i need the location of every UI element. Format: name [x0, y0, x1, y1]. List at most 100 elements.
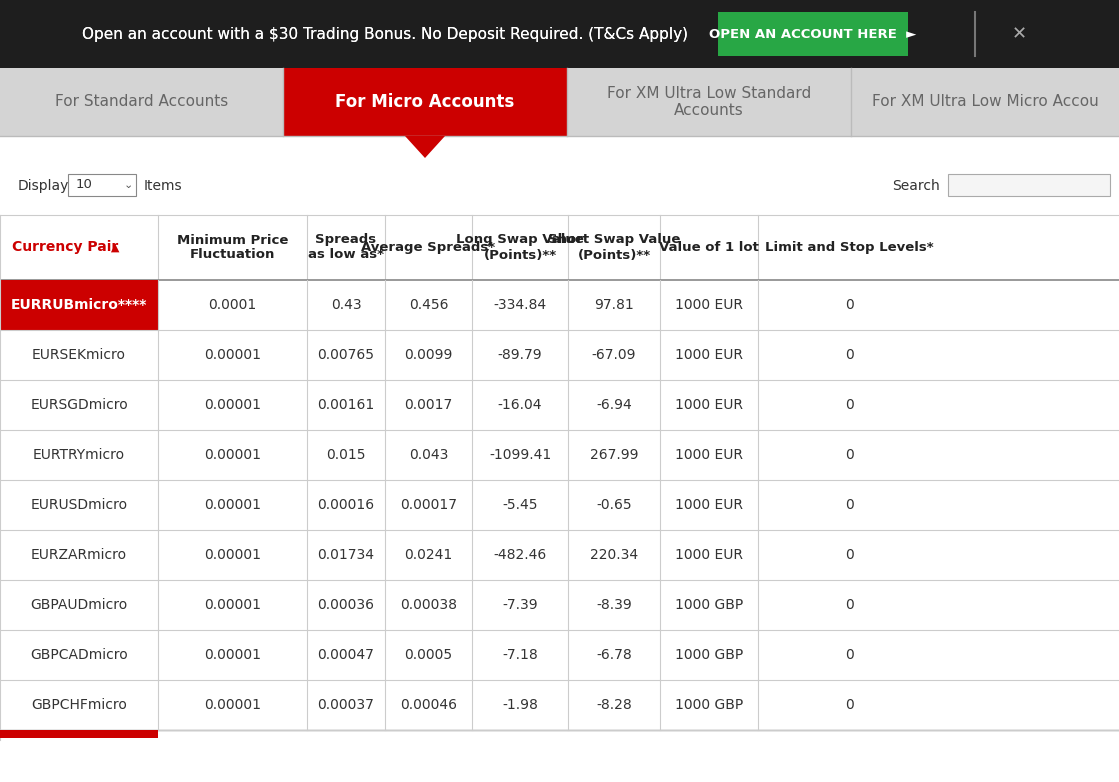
Text: -5.45: -5.45: [502, 498, 538, 512]
Text: -8.39: -8.39: [596, 598, 632, 612]
Text: EURSEKmicro: EURSEKmicro: [32, 348, 126, 362]
Bar: [0, 630, 1119, 680]
Bar: [283, 68, 567, 136]
Text: 0: 0: [845, 598, 854, 612]
Text: 0: 0: [845, 498, 854, 512]
Text: 0.043: 0.043: [408, 448, 449, 462]
Text: -6.78: -6.78: [596, 648, 632, 662]
Text: 0: 0: [845, 698, 854, 712]
Text: 1000 GBP: 1000 GBP: [675, 698, 743, 712]
Text: GBPCADmicro: GBPCADmicro: [30, 648, 128, 662]
Text: 0.00001: 0.00001: [204, 398, 261, 412]
Bar: [68, 174, 137, 196]
Bar: [852, 68, 1119, 136]
Text: GBPCHFmicro: GBPCHFmicro: [31, 698, 126, 712]
Bar: [0, 680, 1119, 730]
Text: Value of 1 lot: Value of 1 lot: [659, 241, 759, 254]
Text: 0.00765: 0.00765: [318, 348, 375, 362]
Text: -1099.41: -1099.41: [489, 448, 552, 462]
Bar: [0, 480, 1119, 530]
Text: Currency Pair: Currency Pair: [12, 241, 119, 254]
Text: 0.00161: 0.00161: [318, 398, 375, 412]
Text: Display: Display: [18, 179, 69, 193]
Bar: [0, 430, 1119, 480]
Bar: [0, 68, 283, 136]
Text: 1000 EUR: 1000 EUR: [675, 448, 743, 462]
Text: 0.00046: 0.00046: [399, 698, 457, 712]
Text: 0.015: 0.015: [327, 448, 366, 462]
Text: 0.0017: 0.0017: [404, 398, 452, 412]
Bar: [0, 530, 1119, 580]
Text: 0.0099: 0.0099: [404, 348, 453, 362]
Text: 0.00036: 0.00036: [318, 598, 375, 612]
Text: 1000 EUR: 1000 EUR: [675, 298, 743, 312]
Text: 0.456: 0.456: [408, 298, 449, 312]
Text: -8.28: -8.28: [596, 698, 632, 712]
Text: ✕: ✕: [1012, 25, 1026, 43]
Text: Search: Search: [892, 179, 940, 193]
Bar: [718, 12, 908, 56]
Text: 0.0005: 0.0005: [404, 648, 452, 662]
Text: For XM Ultra Low Standard
Accounts: For XM Ultra Low Standard Accounts: [606, 86, 811, 118]
Text: ⌄: ⌄: [123, 180, 133, 190]
Text: -334.84: -334.84: [493, 298, 546, 312]
Bar: [0, 730, 158, 738]
Text: For Standard Accounts: For Standard Accounts: [55, 95, 228, 109]
Text: 0.0001: 0.0001: [208, 298, 256, 312]
Text: Short Swap Value
(Points)**: Short Swap Value (Points)**: [548, 234, 680, 261]
Bar: [0, 330, 1119, 380]
Text: -0.65: -0.65: [596, 498, 632, 512]
Text: -482.46: -482.46: [493, 548, 546, 562]
Text: Limit and Stop Levels*: Limit and Stop Levels*: [764, 241, 933, 254]
Text: EURUSDmicro: EURUSDmicro: [30, 498, 128, 512]
Text: 0: 0: [845, 548, 854, 562]
Text: -89.79: -89.79: [498, 348, 543, 362]
Text: 1000 EUR: 1000 EUR: [675, 348, 743, 362]
Text: EURRUBmicro****: EURRUBmicro****: [11, 298, 148, 312]
Text: EURTRYmicro: EURTRYmicro: [32, 448, 125, 462]
Text: For XM Ultra Low Micro Accou: For XM Ultra Low Micro Accou: [872, 95, 1099, 109]
Text: GBPAUDmicro: GBPAUDmicro: [30, 598, 128, 612]
Text: 1000 GBP: 1000 GBP: [675, 598, 743, 612]
Text: 0.00001: 0.00001: [204, 348, 261, 362]
Text: 0.01734: 0.01734: [318, 548, 375, 562]
Bar: [0, 580, 1119, 630]
Text: Average Spreads*: Average Spreads*: [361, 241, 496, 254]
Text: 0.00037: 0.00037: [318, 698, 375, 712]
Text: 0: 0: [845, 348, 854, 362]
Text: -7.18: -7.18: [502, 648, 538, 662]
Bar: [0, 280, 158, 330]
Text: 1000 GBP: 1000 GBP: [675, 648, 743, 662]
Bar: [0, 68, 1119, 136]
Text: 0: 0: [845, 398, 854, 412]
Text: 0: 0: [845, 298, 854, 312]
Text: 0: 0: [845, 448, 854, 462]
Text: 1000 EUR: 1000 EUR: [675, 548, 743, 562]
Text: 0.00001: 0.00001: [204, 598, 261, 612]
Text: Open an account with a $30 Trading Bonus. No Deposit Required. (T&Cs Apply): Open an account with a $30 Trading Bonus…: [82, 27, 688, 41]
Text: 0.43: 0.43: [331, 298, 361, 312]
Text: 97.81: 97.81: [594, 298, 633, 312]
Text: -67.09: -67.09: [592, 348, 637, 362]
Text: 0.00001: 0.00001: [204, 498, 261, 512]
Text: 10: 10: [76, 178, 93, 192]
Text: For Micro Accounts: For Micro Accounts: [336, 93, 515, 111]
Text: 0.00016: 0.00016: [318, 498, 375, 512]
Text: 0.00038: 0.00038: [399, 598, 457, 612]
Text: 0.00047: 0.00047: [318, 648, 375, 662]
Text: Items: Items: [144, 179, 182, 193]
Text: 0.00001: 0.00001: [204, 448, 261, 462]
Text: 267.99: 267.99: [590, 448, 638, 462]
Text: OPEN AN ACCOUNT HERE  ►: OPEN AN ACCOUNT HERE ►: [709, 27, 916, 41]
Bar: [948, 174, 1110, 196]
Text: EURSGDmicro: EURSGDmicro: [30, 398, 128, 412]
Bar: [0, 380, 1119, 430]
Text: EURZARmicro: EURZARmicro: [31, 548, 128, 562]
Text: -7.39: -7.39: [502, 598, 538, 612]
Text: 220.34: 220.34: [590, 548, 638, 562]
Text: Long Swap Value
(Points)**: Long Swap Value (Points)**: [457, 234, 584, 261]
Bar: [567, 68, 852, 136]
Bar: [0, 0, 1119, 68]
Text: 1000 EUR: 1000 EUR: [675, 398, 743, 412]
Text: Spreads
as low as*: Spreads as low as*: [308, 234, 384, 261]
